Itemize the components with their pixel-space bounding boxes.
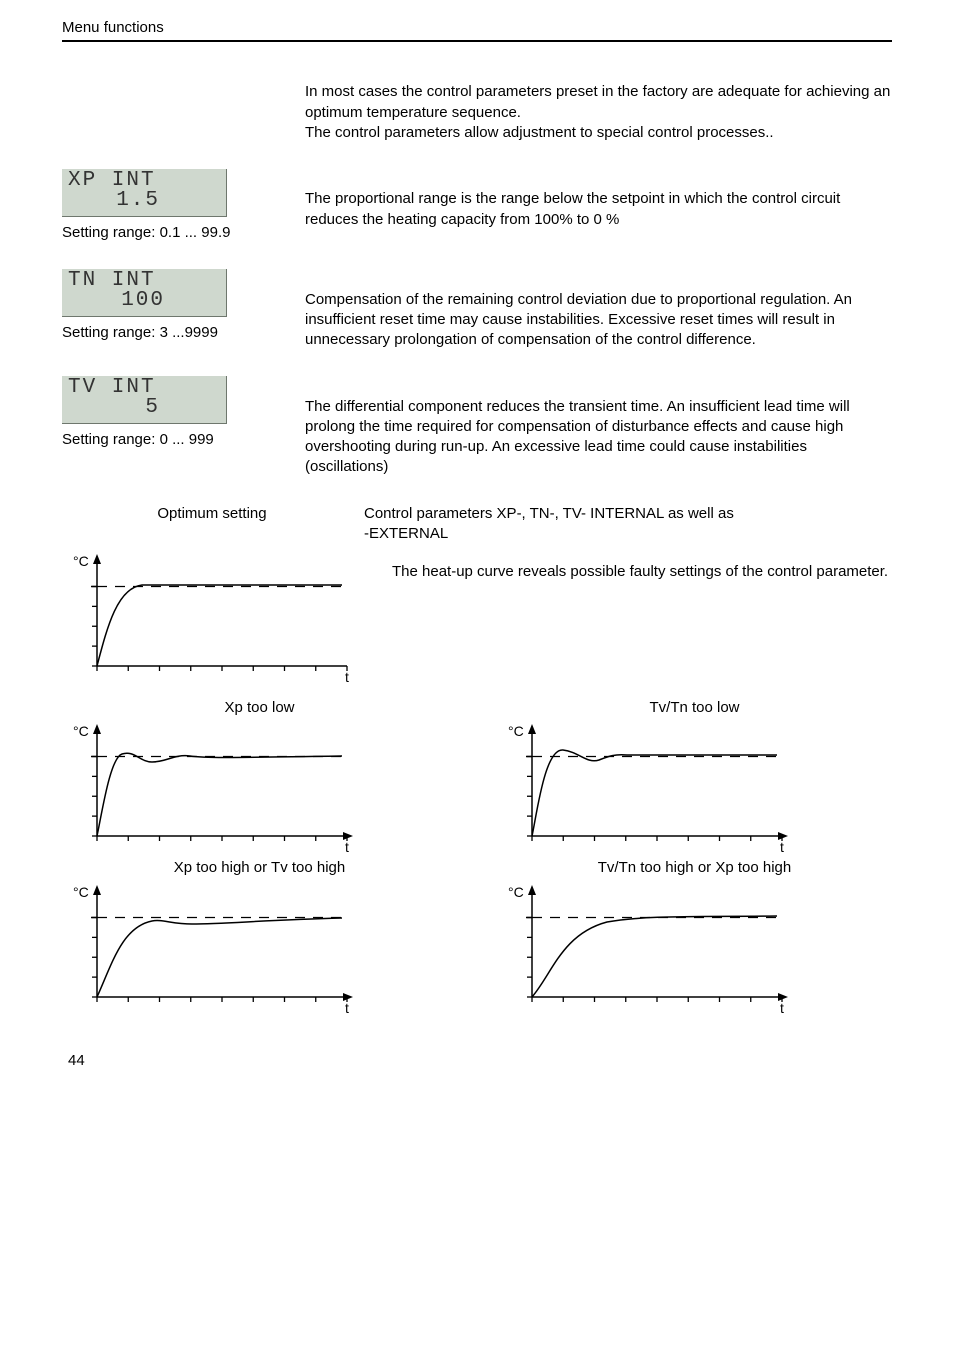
control-params-label-1: Control parameters XP-, TN-, TV- INTERNA… (364, 505, 734, 522)
header-title: Menu functions (62, 18, 892, 40)
tv-high-label: Tv/Tn too high or Xp too high (497, 858, 892, 878)
xp-description: The proportional range is the range belo… (305, 190, 840, 227)
lcd-xp-line1: XP INT (68, 171, 220, 191)
lcd-tv: TV INT 5 (62, 376, 227, 424)
intro-text-2: The control parameters allow adjustment … (305, 124, 774, 141)
xp-setting-range: Setting range: 0.1 ... 99.9 (62, 223, 277, 243)
chart-xp-low: °C t (62, 718, 457, 858)
lcd-tn: TN INT 100 (62, 269, 227, 317)
chart-tv-low: °C t (497, 718, 892, 858)
svg-text:°C: °C (508, 884, 524, 900)
svg-text:t: t (780, 1000, 784, 1016)
lcd-tn-line1: TN INT (68, 271, 220, 291)
svg-text:°C: °C (508, 723, 524, 739)
control-params-label-2: -EXTERNAL (364, 525, 448, 542)
tn-setting-range: Setting range: 3 ...9999 (62, 323, 277, 343)
svg-text:t: t (345, 839, 349, 855)
page-number: 44 (62, 1051, 892, 1071)
lcd-xp: XP INT 1.5 (62, 169, 227, 217)
xp-low-label: Xp too low (62, 698, 457, 718)
svg-text:t: t (345, 669, 349, 685)
chart-xp-high: °C t (62, 879, 457, 1019)
lcd-tn-line2: 100 (68, 291, 220, 311)
svg-text:°C: °C (73, 884, 89, 900)
svg-text:°C: °C (73, 553, 89, 569)
intro-text-1: In most cases the control parameters pre… (305, 83, 890, 120)
tv-description: The differential component reduces the t… (305, 398, 850, 476)
svg-text:°C: °C (73, 723, 89, 739)
tn-description: Compensation of the remaining control de… (305, 291, 852, 349)
heatup-text: The heat-up curve reveals possible fault… (392, 563, 888, 580)
chart-optimum: °C t (62, 548, 372, 688)
tv-setting-range: Setting range: 0 ... 999 (62, 430, 277, 450)
chart-tv-high: °C t (497, 879, 892, 1019)
optimum-setting-label: Optimum setting (62, 504, 362, 545)
svg-text:t: t (345, 1000, 349, 1016)
lcd-tv-line1: TV INT (68, 378, 220, 398)
lcd-xp-line2: 1.5 (68, 191, 220, 211)
xp-high-label: Xp too high or Tv too high (62, 858, 457, 878)
header-rule (62, 40, 892, 42)
lcd-tv-line2: 5 (68, 398, 220, 418)
svg-text:t: t (780, 839, 784, 855)
tv-low-label: Tv/Tn too low (497, 698, 892, 718)
